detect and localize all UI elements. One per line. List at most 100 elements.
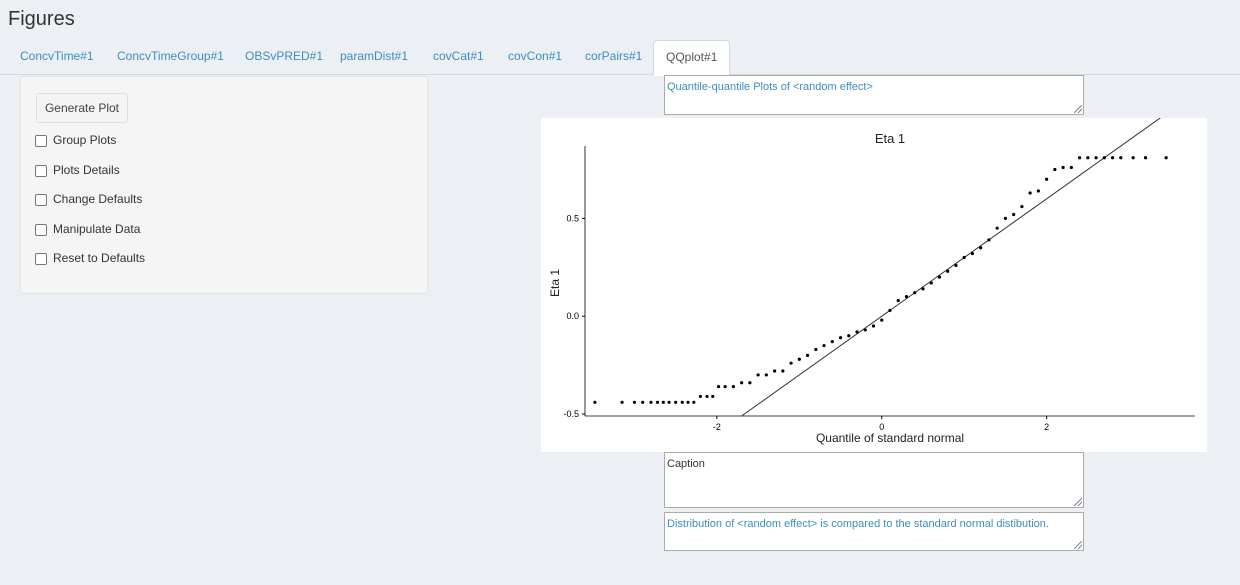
reference-line (741, 118, 1161, 417)
data-point (655, 400, 660, 404)
x-tick-label: -2 (713, 422, 721, 432)
data-point (1012, 212, 1016, 217)
resize-grip-icon[interactable] (1074, 498, 1082, 506)
data-point (1045, 177, 1049, 181)
change-defaults-label: Change Defaults (53, 192, 143, 206)
data-point (937, 275, 942, 279)
data-points-group (593, 156, 1168, 404)
data-point (995, 226, 999, 230)
data-point (686, 400, 690, 404)
description-text: Distribution of <random effect> is compa… (667, 518, 1049, 530)
plot-title-text: Quantile-quantile Plots of <random effec… (667, 81, 873, 93)
x-axis-label: Quantile of standard normal (816, 431, 964, 445)
data-point (830, 340, 834, 344)
tab-covcon[interactable]: covCon#1 (508, 49, 563, 63)
data-point (896, 298, 900, 303)
data-point (1053, 167, 1057, 172)
data-point (1061, 165, 1065, 170)
manipulate-data-label: Manipulate Data (53, 222, 141, 236)
chart-title: Eta 1 (875, 131, 905, 146)
reset-defaults-label: Reset to Defaults (53, 251, 146, 265)
data-point (705, 394, 709, 399)
data-point (1102, 156, 1106, 160)
data-point (1143, 156, 1148, 160)
data-point (680, 400, 684, 404)
tab-covcat[interactable]: covCat#1 (433, 49, 484, 63)
data-point (1110, 156, 1115, 160)
data-point (731, 385, 735, 389)
data-point (789, 361, 793, 365)
page-title: Figures (8, 8, 75, 30)
data-point (888, 308, 892, 312)
data-point (632, 400, 637, 404)
data-point (1086, 156, 1090, 160)
resize-grip-icon[interactable] (1074, 541, 1082, 549)
reference-line-group (741, 118, 1161, 417)
data-point (797, 357, 801, 361)
data-point (838, 336, 843, 340)
axis-ticks-group: -2 0 2 -0.5 0.0 0.5 (563, 213, 1049, 432)
data-point (1164, 156, 1168, 160)
tab-concvtime[interactable]: ConcvTime#1 (20, 49, 94, 63)
y-tick-label: 0.0 (566, 311, 579, 321)
data-point (1003, 216, 1008, 220)
data-point (1119, 156, 1123, 160)
data-point (814, 347, 818, 352)
data-point (641, 400, 645, 404)
tab-concvtimegroup[interactable]: ConcvTimeGroup#1 (117, 49, 224, 63)
data-point (987, 238, 991, 242)
tab-obsvpred[interactable]: OBSvPRED#1 (245, 49, 324, 63)
tab-paramdist[interactable]: paramDist#1 (340, 49, 409, 63)
data-point (979, 246, 983, 250)
data-point (1069, 165, 1073, 170)
data-point (1020, 205, 1024, 209)
qq-plot-panel: -2 0 2 -0.5 0.0 0.5 Eta 1 Quantile of standar… (541, 118, 1207, 452)
data-point (1028, 191, 1032, 195)
tab-qqplot[interactable]: QQplot#1 (653, 40, 731, 76)
plot-title-textarea[interactable]: Quantile-quantile Plots of <random effec… (664, 75, 1084, 115)
data-point (661, 400, 665, 404)
plots-details-label: Plots Details (53, 163, 120, 177)
manipulate-data-checkbox[interactable] (35, 224, 47, 236)
data-point (871, 324, 876, 328)
qq-plot-chart: -2 0 2 -0.5 0.0 0.5 Eta 1 Quantile of standar… (548, 118, 1195, 445)
data-point (1131, 156, 1135, 160)
data-point (970, 252, 975, 256)
reset-defaults-checkbox[interactable] (35, 253, 47, 265)
x-tick-label: 0 (879, 422, 884, 432)
data-point (1077, 156, 1082, 160)
x-tick-label: 2 (1044, 422, 1049, 432)
group-plots-label: Group Plots (53, 133, 117, 147)
tab-bar: ConcvTime#1 ConcvTimeGroup#1 OBSvPRED#1 … (0, 40, 1240, 76)
data-point (716, 385, 721, 389)
change-defaults-checkbox[interactable] (35, 194, 47, 206)
data-point (692, 400, 696, 404)
data-point (756, 373, 760, 377)
data-point (1094, 156, 1098, 160)
options-panel: Generate Plot Group Plots Plots Details … (20, 76, 428, 294)
data-point (1036, 189, 1040, 193)
group-plots-checkbox[interactable] (35, 135, 47, 147)
description-textarea[interactable]: Distribution of <random effect> is compa… (664, 512, 1084, 551)
data-point (748, 381, 752, 385)
data-point (667, 400, 671, 404)
y-tick-label: 0.5 (566, 213, 579, 223)
caption-textarea[interactable]: Caption (664, 452, 1084, 508)
plots-details-checkbox[interactable] (35, 165, 47, 177)
data-point (740, 381, 744, 385)
resize-grip-icon[interactable] (1074, 105, 1082, 113)
data-point (674, 400, 678, 404)
data-point (921, 287, 925, 291)
data-point (593, 400, 597, 404)
data-point (822, 343, 826, 348)
caption-text: Caption (667, 458, 705, 470)
data-point (847, 334, 851, 338)
generate-plot-button[interactable]: Generate Plot (36, 93, 128, 123)
tab-corpairs[interactable]: corPairs#1 (585, 49, 643, 63)
data-point (863, 328, 867, 332)
y-tick-label: -0.5 (563, 409, 579, 419)
data-point (772, 369, 777, 373)
data-point (781, 369, 785, 373)
data-point (946, 269, 950, 273)
data-point (929, 281, 933, 285)
